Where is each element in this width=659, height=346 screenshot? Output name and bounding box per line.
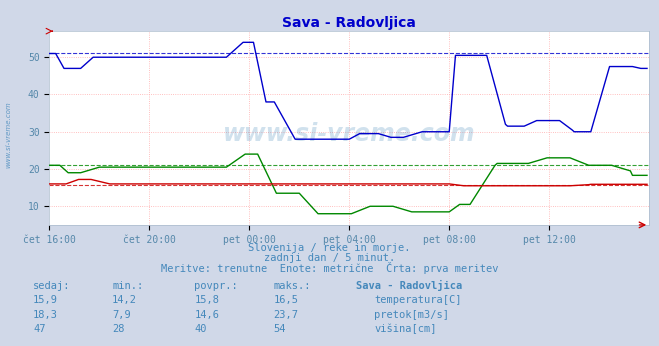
Text: pretok[m3/s]: pretok[m3/s] bbox=[374, 310, 449, 320]
Text: temperatura[C]: temperatura[C] bbox=[374, 295, 462, 305]
Text: www.si-vreme.com: www.si-vreme.com bbox=[5, 102, 11, 168]
Text: 23,7: 23,7 bbox=[273, 310, 299, 320]
Text: 28: 28 bbox=[112, 324, 125, 334]
Text: www.si-vreme.com: www.si-vreme.com bbox=[223, 122, 476, 146]
Text: 40: 40 bbox=[194, 324, 207, 334]
Text: 15,8: 15,8 bbox=[194, 295, 219, 305]
Title: Sava - Radovljica: Sava - Radovljica bbox=[282, 16, 416, 30]
Text: 14,2: 14,2 bbox=[112, 295, 137, 305]
Text: maks.:: maks.: bbox=[273, 281, 311, 291]
Text: zadnji dan / 5 minut.: zadnji dan / 5 minut. bbox=[264, 253, 395, 263]
Text: Sava - Radovljica: Sava - Radovljica bbox=[356, 280, 462, 291]
Text: Slovenija / reke in morje.: Slovenija / reke in morje. bbox=[248, 243, 411, 253]
Text: 47: 47 bbox=[33, 324, 45, 334]
Text: 16,5: 16,5 bbox=[273, 295, 299, 305]
Text: višina[cm]: višina[cm] bbox=[374, 324, 437, 334]
Text: min.:: min.: bbox=[112, 281, 143, 291]
Text: 54: 54 bbox=[273, 324, 286, 334]
Text: sedaj:: sedaj: bbox=[33, 281, 71, 291]
Text: Meritve: trenutne  Enote: metrične  Črta: prva meritev: Meritve: trenutne Enote: metrične Črta: … bbox=[161, 262, 498, 274]
Text: 7,9: 7,9 bbox=[112, 310, 130, 320]
Text: 15,9: 15,9 bbox=[33, 295, 58, 305]
Text: povpr.:: povpr.: bbox=[194, 281, 238, 291]
Text: 18,3: 18,3 bbox=[33, 310, 58, 320]
Text: 14,6: 14,6 bbox=[194, 310, 219, 320]
